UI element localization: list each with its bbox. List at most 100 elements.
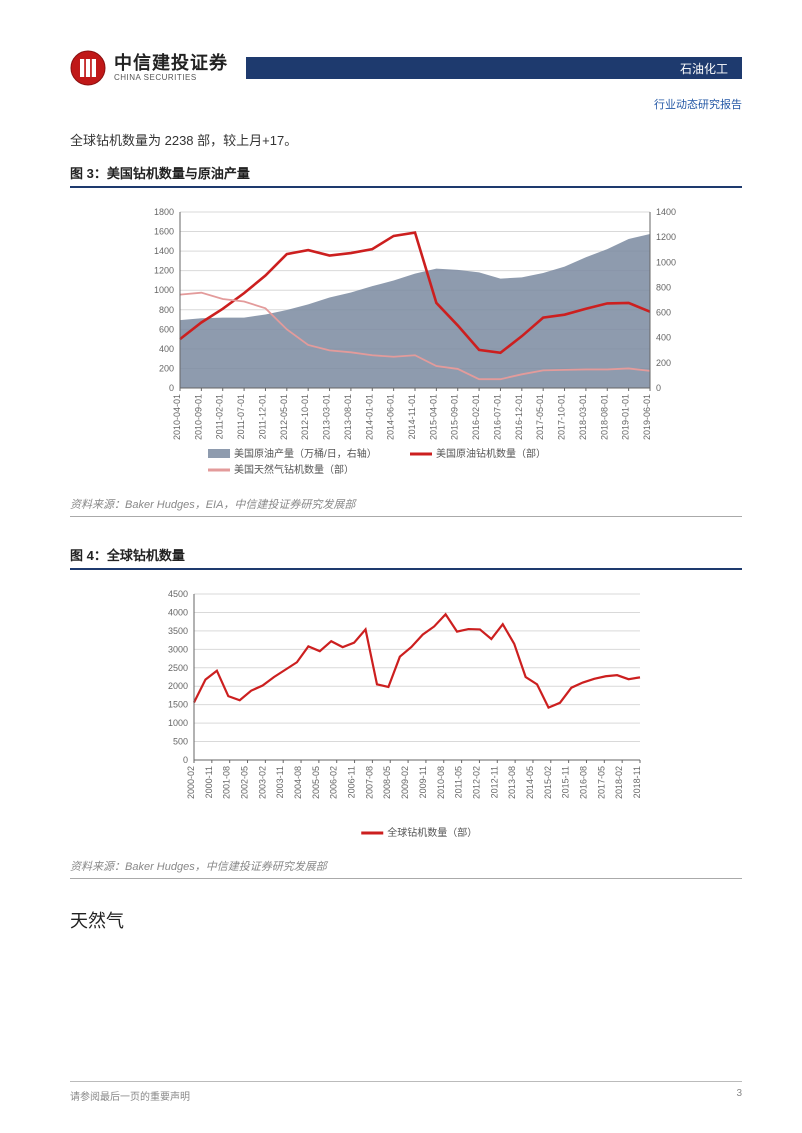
svg-text:2000: 2000 bbox=[168, 681, 188, 691]
svg-text:2011-12-01: 2011-12-01 bbox=[257, 394, 267, 439]
svg-text:3500: 3500 bbox=[168, 626, 188, 636]
svg-text:1000: 1000 bbox=[154, 285, 174, 295]
svg-text:2012-10-01: 2012-10-01 bbox=[300, 394, 310, 440]
svg-text:1200: 1200 bbox=[656, 232, 676, 242]
svg-text:2010-08: 2010-08 bbox=[436, 766, 446, 799]
svg-text:1500: 1500 bbox=[168, 700, 188, 710]
svg-text:2013-08-01: 2013-08-01 bbox=[343, 394, 353, 440]
svg-text:800: 800 bbox=[656, 282, 671, 292]
svg-text:2008-05: 2008-05 bbox=[382, 766, 392, 799]
svg-text:2016-08: 2016-08 bbox=[578, 766, 588, 799]
report-type: 行业动态研究报告 bbox=[70, 96, 742, 112]
svg-text:2011-02-01: 2011-02-01 bbox=[215, 394, 225, 439]
svg-text:2003-11: 2003-11 bbox=[275, 766, 285, 798]
chart3-source-rule bbox=[70, 516, 742, 517]
svg-text:2009-11: 2009-11 bbox=[418, 766, 428, 798]
svg-text:2016-12-01: 2016-12-01 bbox=[514, 394, 524, 440]
logo-icon bbox=[70, 50, 106, 86]
brand-name-en: CHINA SECURITIES bbox=[114, 73, 228, 82]
svg-text:400: 400 bbox=[159, 344, 174, 354]
chart4-rule bbox=[70, 568, 742, 570]
svg-text:2014-11-01: 2014-11-01 bbox=[407, 394, 417, 439]
svg-text:2012-02: 2012-02 bbox=[471, 766, 481, 799]
brand-logo: 中信建投证券 CHINA SECURITIES bbox=[70, 50, 228, 86]
chart3: 0 200 400 600 800 1000 1200 1400 1600 1800 0 200 400… bbox=[70, 198, 742, 488]
svg-text:0: 0 bbox=[656, 383, 661, 393]
page-number: 3 bbox=[736, 1088, 742, 1103]
svg-text:2007-08: 2007-08 bbox=[364, 766, 374, 799]
svg-text:2015-02: 2015-02 bbox=[543, 766, 553, 799]
svg-text:4000: 4000 bbox=[168, 607, 188, 617]
svg-text:2012-11: 2012-11 bbox=[489, 766, 499, 798]
chart4-title: 图 4：全球钻机数量 bbox=[70, 545, 742, 564]
svg-text:2016-02-01: 2016-02-01 bbox=[471, 394, 481, 440]
svg-text:2014-01-01: 2014-01-01 bbox=[364, 394, 374, 440]
svg-text:200: 200 bbox=[159, 363, 174, 373]
chart3-title: 图 3：美国钻机数量与原油产量 bbox=[70, 163, 742, 182]
svg-text:2009-02: 2009-02 bbox=[400, 766, 410, 799]
svg-text:2000-11: 2000-11 bbox=[204, 766, 214, 798]
brand-name-cn: 中信建投证券 bbox=[114, 54, 228, 74]
svg-text:800: 800 bbox=[159, 305, 174, 315]
svg-text:0: 0 bbox=[183, 755, 188, 765]
svg-text:2019-01-01: 2019-01-01 bbox=[621, 394, 631, 440]
chart3-source: 资料来源：Baker Hudges，EIA，中信建投证券研究发展部 bbox=[70, 496, 742, 512]
svg-text:2016-07-01: 2016-07-01 bbox=[492, 394, 502, 440]
svg-text:2011-07-01: 2011-07-01 bbox=[236, 394, 246, 439]
svg-text:2017-05-01: 2017-05-01 bbox=[535, 394, 545, 440]
svg-text:2014-05: 2014-05 bbox=[525, 766, 535, 799]
svg-text:1400: 1400 bbox=[656, 207, 676, 217]
chart4-source-rule bbox=[70, 878, 742, 879]
svg-text:美国天然气钻机数量（部）: 美国天然气钻机数量（部） bbox=[234, 463, 354, 476]
chart4: 0500100015002000250030003500400045002000… bbox=[70, 580, 742, 850]
page-footer: 请参阅最后一页的重要声明 3 bbox=[70, 1081, 742, 1103]
svg-text:1600: 1600 bbox=[154, 227, 174, 237]
svg-text:1800: 1800 bbox=[154, 207, 174, 217]
svg-text:2500: 2500 bbox=[168, 663, 188, 673]
svg-text:400: 400 bbox=[656, 333, 671, 343]
svg-text:1400: 1400 bbox=[154, 246, 174, 256]
svg-text:1200: 1200 bbox=[154, 266, 174, 276]
svg-text:2006-11: 2006-11 bbox=[347, 766, 357, 798]
svg-text:1000: 1000 bbox=[656, 257, 676, 267]
svg-text:1000: 1000 bbox=[168, 718, 188, 728]
svg-text:2004-08: 2004-08 bbox=[293, 766, 303, 799]
svg-text:2011-05: 2011-05 bbox=[454, 766, 464, 798]
section-heading: 天然气 bbox=[70, 907, 742, 933]
svg-text:2012-05-01: 2012-05-01 bbox=[279, 394, 289, 440]
svg-text:2018-11: 2018-11 bbox=[632, 766, 642, 798]
svg-text:2005-05: 2005-05 bbox=[311, 766, 321, 799]
svg-text:2003-02: 2003-02 bbox=[257, 766, 267, 799]
header-category-bar: 石油化工 bbox=[246, 57, 742, 79]
svg-text:美国原油产量（万桶/日，右轴）: 美国原油产量（万桶/日，右轴） bbox=[234, 447, 377, 460]
svg-text:0: 0 bbox=[169, 383, 174, 393]
svg-text:2018-08-01: 2018-08-01 bbox=[599, 394, 609, 440]
svg-text:2013-08: 2013-08 bbox=[507, 766, 517, 799]
chart4-source: 资料来源：Baker Hudges，中信建投证券研究发展部 bbox=[70, 858, 742, 874]
svg-text:2015-04-01: 2015-04-01 bbox=[428, 394, 438, 440]
svg-text:2018-02: 2018-02 bbox=[614, 766, 624, 799]
svg-text:2002-05: 2002-05 bbox=[240, 766, 250, 799]
svg-text:2013-03-01: 2013-03-01 bbox=[322, 394, 332, 440]
svg-text:2001-08: 2001-08 bbox=[222, 766, 232, 799]
svg-text:2017-05: 2017-05 bbox=[596, 766, 606, 799]
svg-text:500: 500 bbox=[173, 737, 188, 747]
svg-text:600: 600 bbox=[656, 308, 671, 318]
svg-text:2017-10-01: 2017-10-01 bbox=[557, 394, 567, 440]
svg-text:全球钻机数量（部）: 全球钻机数量（部） bbox=[387, 826, 477, 839]
svg-text:2018-03-01: 2018-03-01 bbox=[578, 394, 588, 440]
svg-text:2000-02: 2000-02 bbox=[186, 766, 196, 799]
svg-text:2006-02: 2006-02 bbox=[329, 766, 339, 799]
category-label: 石油化工 bbox=[680, 60, 728, 77]
svg-text:4500: 4500 bbox=[168, 589, 188, 599]
svg-text:美国原油钻机数量（部）: 美国原油钻机数量（部） bbox=[436, 447, 546, 460]
svg-text:2019-06-01: 2019-06-01 bbox=[642, 394, 652, 440]
svg-text:600: 600 bbox=[159, 324, 174, 334]
svg-text:2010-09-01: 2010-09-01 bbox=[193, 394, 203, 440]
svg-text:2015-11: 2015-11 bbox=[561, 766, 571, 798]
svg-text:200: 200 bbox=[656, 358, 671, 368]
footer-note: 请参阅最后一页的重要声明 bbox=[70, 1088, 190, 1103]
svg-text:2014-06-01: 2014-06-01 bbox=[386, 394, 396, 440]
chart3-rule bbox=[70, 186, 742, 188]
page-header: 中信建投证券 CHINA SECURITIES 石油化工 bbox=[70, 50, 742, 86]
